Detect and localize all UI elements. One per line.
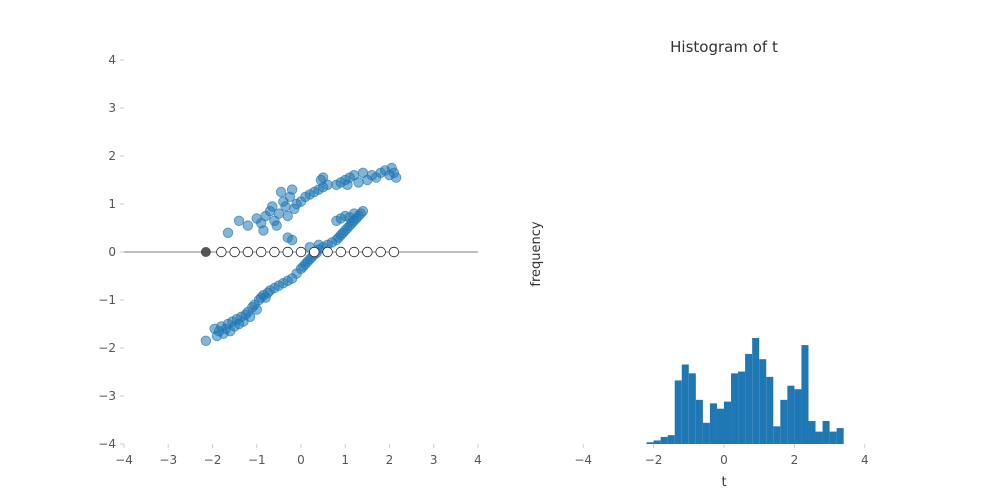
histogram-bar (745, 353, 753, 444)
histogram-bar (829, 431, 837, 444)
histogram-bar (801, 345, 809, 444)
scatter-point (286, 234, 298, 246)
histogram-bar (709, 403, 717, 444)
line-point (322, 246, 333, 258)
x-tick-label: −4 (115, 453, 133, 467)
scatter-point (286, 184, 298, 195)
scatter-point (233, 215, 245, 227)
scatter-point (251, 304, 262, 315)
histogram-bar (780, 399, 788, 444)
line-point (309, 246, 320, 258)
line-point (348, 246, 360, 258)
x-tick-label: 0 (720, 453, 728, 467)
histogram-bar (787, 385, 795, 444)
scatter-point (200, 335, 212, 347)
x-tick-label: 1 (341, 453, 349, 467)
histogram-bar (646, 442, 654, 444)
x-tick-label: −1 (248, 453, 266, 467)
histogram-bar (794, 389, 802, 444)
scatter-point (267, 201, 278, 212)
scatter-point (275, 186, 287, 198)
line-point (269, 246, 280, 258)
histogram-bar (808, 421, 816, 444)
x-tick-label: −3 (159, 453, 177, 467)
y-axis-label: frequency (529, 221, 544, 287)
y-tick-label: 0 (108, 245, 116, 259)
line-point (362, 246, 373, 258)
line-point (216, 246, 227, 258)
x-axis-label: t (721, 475, 726, 490)
x-tick-label: −2 (204, 453, 222, 467)
scatter-point (222, 227, 234, 239)
histogram-bar (822, 421, 830, 444)
y-tick-label: −2 (98, 341, 116, 355)
histogram-bar (688, 373, 696, 444)
line-point (282, 246, 293, 258)
histogram-bar (702, 422, 710, 444)
line-point (335, 246, 347, 258)
scatter-point (242, 220, 254, 231)
scatter-point (353, 177, 364, 188)
x-tick-label: 4 (474, 453, 482, 467)
scatter-point (280, 201, 291, 212)
y-tick-label: 3 (108, 101, 116, 115)
histogram-bar (716, 408, 724, 444)
x-tick-label: 4 (861, 453, 869, 467)
scatter-panel: −4 −3 −2 −1 0 1 2 3 4 −4 −3 −2 −1 0 1 2 3 4 (98, 53, 482, 467)
histogram-bar (773, 426, 781, 444)
histogram-bar (815, 431, 823, 444)
line-point (388, 246, 400, 258)
x-tick-label: 0 (297, 453, 305, 467)
x-tick-label: 2 (791, 453, 799, 467)
histogram-bar (731, 373, 739, 444)
histogram-title: Histogram of t (670, 38, 778, 56)
scatter-point (348, 208, 360, 219)
histogram-bar (667, 435, 675, 444)
histogram-bar (695, 399, 703, 444)
histogram-bar (653, 440, 661, 444)
histogram-bar (738, 371, 746, 444)
y-tick-label: 2 (108, 149, 116, 163)
x-tick-label: −4 (574, 453, 592, 467)
scatter-point (357, 205, 369, 217)
y-tick-label: 4 (108, 53, 116, 67)
x-tick-label: 3 (430, 453, 438, 467)
histogram-bar (836, 428, 844, 444)
histogram-bar (674, 380, 682, 444)
x-tick-label: 2 (386, 453, 394, 467)
histogram-bar (681, 364, 689, 444)
histogram-bar (724, 401, 732, 444)
y-tick-label: −4 (98, 437, 116, 451)
histogram-bar (752, 338, 760, 444)
line-point (229, 246, 240, 258)
x-tick-label: −2 (645, 453, 663, 467)
y-tick-label: −3 (98, 389, 116, 403)
line-point (255, 246, 267, 258)
scatter-point (282, 210, 293, 222)
histogram-panel: Histogram of t −4 −2 0 2 4 t frequency (529, 38, 869, 490)
scatter-point (244, 311, 256, 323)
histogram-bar (759, 359, 767, 444)
histogram-bar (766, 376, 774, 444)
line-point (295, 246, 307, 258)
line-point (375, 246, 386, 258)
scatter-point (271, 220, 282, 231)
histogram-bar (660, 436, 668, 444)
marker-point (200, 247, 211, 257)
scatter-point (317, 172, 329, 183)
scatter-point (390, 172, 402, 183)
scatter-point (258, 225, 269, 236)
y-tick-label: 1 (108, 197, 116, 211)
line-point (242, 246, 254, 258)
y-tick-label: −1 (98, 293, 116, 307)
